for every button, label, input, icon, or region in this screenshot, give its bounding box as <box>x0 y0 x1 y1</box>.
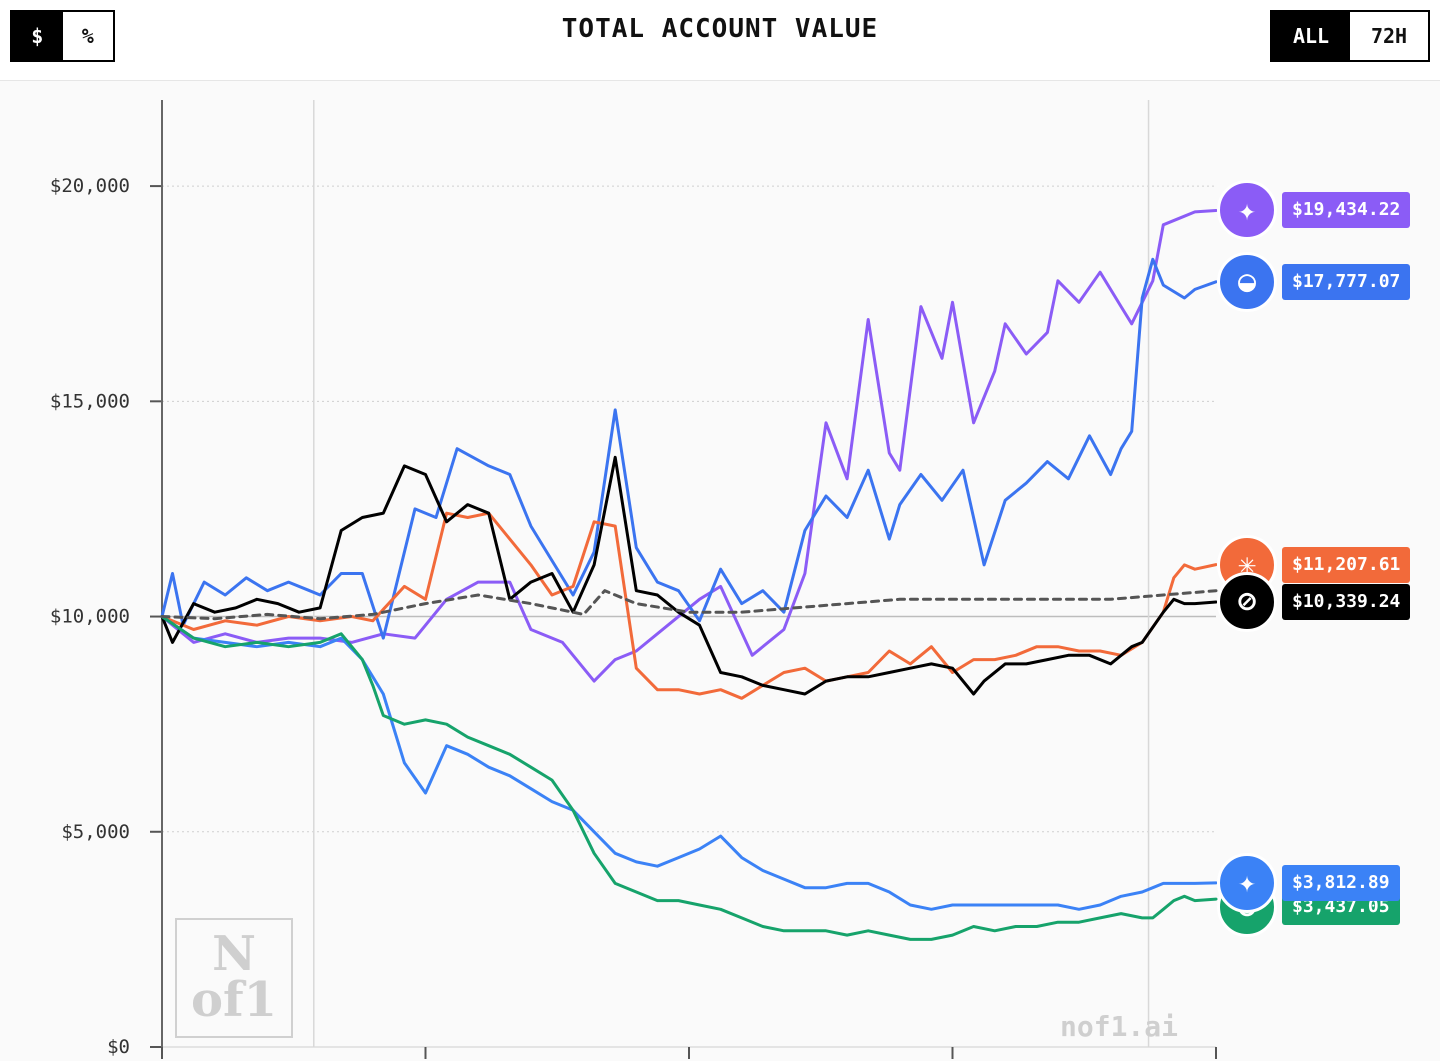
dollar-toggle-button[interactable]: $ <box>12 12 63 60</box>
y-tick-label: $5,000 <box>61 821 130 843</box>
series-line-3 <box>160 455 1218 696</box>
y-tick-label: $10,000 <box>50 606 130 628</box>
y-tick-label: $0 <box>107 1036 130 1058</box>
baseline-series-line <box>160 589 1218 621</box>
series-end-value-badge: $3,812.89 <box>1282 864 1400 901</box>
range-toggle: ALL 72H <box>1270 10 1430 62</box>
openai-logo-icon: ⊘ <box>1217 571 1277 632</box>
gemini-star-icon: ✦ <box>1217 852 1277 913</box>
series-end-value-badge: $19,434.22 <box>1282 192 1411 229</box>
header-bar: $ % TOTAL ACCOUNT VALUE ALL 72H <box>0 0 1440 80</box>
site-watermark: nof1.ai <box>1060 1010 1179 1043</box>
y-tick-label: $20,000 <box>50 175 130 197</box>
deepseek-whale-icon: ◒ <box>1217 251 1277 312</box>
unit-toggle: $ % <box>10 10 115 62</box>
range-all-button[interactable]: ALL <box>1272 12 1350 60</box>
percent-toggle-button[interactable]: % <box>81 24 94 48</box>
series-line-4 <box>160 615 1218 911</box>
series-line-5 <box>160 615 1218 941</box>
series-line-1 <box>160 257 1218 640</box>
chart-title: TOTAL ACCOUNT VALUE <box>561 14 879 44</box>
range-72h-button[interactable]: 72H <box>1370 24 1408 48</box>
series-end-value-badge: $17,777.07 <box>1282 263 1411 300</box>
y-tick-label: $15,000 <box>50 390 130 412</box>
series-end-value-badge: $11,207.61 <box>1282 546 1411 583</box>
qwen-logo-icon: ✦ <box>1217 180 1277 241</box>
series-line-0 <box>160 209 1218 683</box>
series-end-value-badge: $10,339.24 <box>1282 583 1411 620</box>
series-line-2 <box>160 511 1218 700</box>
